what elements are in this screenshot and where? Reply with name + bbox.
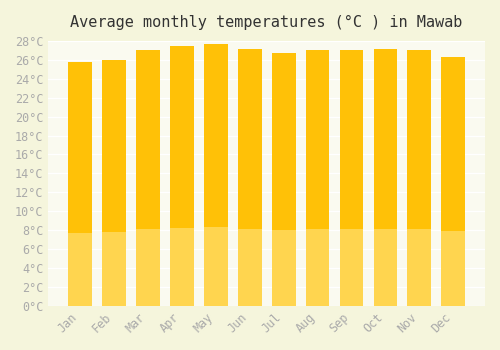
Bar [340, 229, 363, 306]
Bar [102, 232, 126, 306]
Bar [68, 62, 92, 306]
Bar [442, 57, 465, 306]
Bar [68, 233, 92, 306]
Bar [408, 50, 431, 306]
Bar [238, 229, 262, 306]
Bar [306, 50, 330, 306]
Bar [340, 50, 363, 306]
Bar [102, 60, 126, 306]
Bar [272, 53, 295, 306]
Bar [136, 50, 160, 306]
Title: Average monthly temperatures (°C ) in Mawab: Average monthly temperatures (°C ) in Ma… [70, 15, 463, 30]
Bar [374, 49, 398, 306]
Bar [238, 49, 262, 306]
Bar [204, 227, 228, 306]
Bar [306, 229, 330, 306]
Bar [374, 229, 398, 306]
Bar [204, 44, 228, 306]
Bar [136, 229, 160, 306]
Bar [408, 229, 431, 306]
Bar [272, 230, 295, 306]
Bar [442, 231, 465, 306]
Bar [170, 46, 194, 306]
Bar [170, 228, 194, 306]
